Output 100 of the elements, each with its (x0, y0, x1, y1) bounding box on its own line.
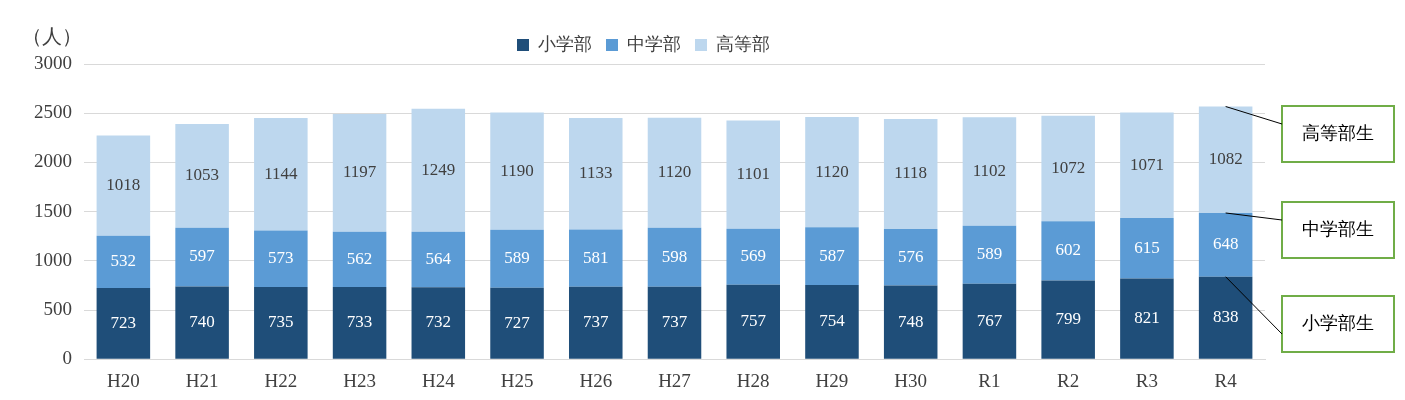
bar (647, 286, 702, 359)
x-tick-label: H28 (736, 369, 770, 391)
bar (254, 117, 308, 231)
bar (962, 117, 1017, 226)
annotation: 高等部生 (1302, 121, 1374, 143)
bar (569, 118, 623, 230)
bar (1198, 276, 1253, 359)
bar (175, 227, 229, 287)
data-label: 648 (1212, 234, 1239, 254)
y-axis-title: （人） (22, 25, 82, 48)
data-label: 767 (976, 310, 1003, 330)
x-tick-label: H24 (421, 369, 456, 391)
data-label: 733 (346, 312, 373, 332)
y-tick-label: 3000 (34, 51, 72, 73)
bar (332, 287, 387, 359)
bar (332, 231, 387, 288)
bar (1198, 106, 1253, 213)
data-label: 838 (1212, 307, 1239, 327)
data-label: 597 (189, 246, 216, 266)
bar (1041, 221, 1095, 281)
data-label: 1118 (894, 163, 928, 183)
data-label: 564 (425, 248, 452, 268)
bar (96, 235, 151, 289)
data-label: 1018 (106, 175, 141, 195)
x-tick-label: H20 (107, 369, 140, 391)
data-label: 1072 (1051, 158, 1086, 178)
y-tick-label: 2000 (34, 150, 72, 172)
data-label: 1120 (815, 161, 849, 181)
bar (411, 231, 466, 288)
bar (1198, 212, 1253, 277)
data-label: 1144 (264, 163, 299, 183)
bar (569, 286, 623, 359)
x-tick-label: R3 (1135, 369, 1158, 391)
bar (647, 227, 702, 287)
data-label: 589 (976, 244, 1003, 264)
bar (726, 120, 780, 229)
bar (332, 113, 387, 232)
data-label: 1190 (500, 160, 534, 180)
data-label: 740 (189, 312, 215, 332)
x-tick-label: H27 (658, 369, 691, 391)
bar (647, 117, 702, 228)
data-label: 1249 (421, 159, 456, 179)
bar (962, 283, 1017, 359)
bar (569, 229, 623, 287)
data-label: 735 (268, 312, 294, 332)
legend-label: 高等部 (716, 32, 770, 54)
data-label: 737 (661, 312, 688, 332)
y-tick-label: 0 (62, 347, 72, 369)
data-label: 598 (661, 246, 688, 266)
bar (1120, 112, 1174, 218)
bar (96, 135, 151, 236)
bar (411, 287, 466, 359)
data-label: 1053 (185, 165, 220, 185)
x-tick-label: R4 (1214, 369, 1238, 391)
x-tick-label: R2 (1057, 369, 1080, 391)
bar (805, 285, 859, 359)
data-label: 1102 (972, 161, 1007, 181)
data-label: 1120 (657, 162, 692, 182)
data-label: 615 (1134, 237, 1160, 257)
data-label: 757 (740, 311, 767, 331)
data-label: 587 (819, 245, 846, 265)
data-label: 573 (268, 248, 294, 268)
bar (1120, 278, 1174, 359)
y-tick-label: 2500 (34, 101, 72, 123)
bar (726, 284, 780, 359)
data-label: 569 (740, 246, 766, 266)
x-tick-label: H21 (185, 369, 219, 391)
bar (254, 286, 308, 359)
data-label: 723 (110, 312, 137, 332)
data-label: 799 (1055, 309, 1081, 329)
bar (490, 229, 544, 288)
data-label: 748 (897, 311, 924, 331)
x-tick-label: H26 (579, 369, 613, 391)
bar (1041, 280, 1095, 359)
y-tick-label: 1000 (34, 248, 72, 270)
bar (962, 225, 1017, 284)
data-label: 576 (897, 246, 924, 266)
data-label: 1071 (1129, 154, 1164, 174)
annotation: 小学部生 (1302, 311, 1374, 333)
bar (726, 228, 780, 285)
bar (883, 285, 938, 359)
data-label: 727 (504, 312, 531, 332)
x-tick-label: R1 (978, 369, 1001, 391)
data-label: 589 (504, 248, 530, 268)
data-label: 562 (346, 248, 373, 268)
annotation: 中学部生 (1302, 217, 1374, 239)
bar (96, 288, 151, 359)
bar (883, 228, 938, 286)
bar (411, 108, 466, 232)
data-label: 581 (583, 247, 609, 267)
legend-label: 小学部 (538, 32, 592, 54)
x-tick-label: H25 (500, 369, 534, 391)
data-label: 1197 (342, 162, 377, 182)
bar (1041, 115, 1095, 222)
bar (254, 230, 308, 287)
x-tick-label: H22 (264, 369, 298, 391)
bar (805, 227, 859, 286)
bar (1120, 217, 1174, 279)
bar (175, 124, 229, 228)
data-label: 602 (1055, 240, 1081, 260)
